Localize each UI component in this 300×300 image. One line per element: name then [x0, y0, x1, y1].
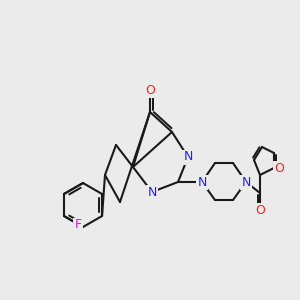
Text: O: O	[274, 161, 284, 175]
Text: O: O	[255, 203, 265, 217]
Text: F: F	[74, 218, 82, 232]
Text: O: O	[145, 83, 155, 97]
Text: N: N	[147, 185, 157, 199]
Text: N: N	[241, 176, 251, 188]
Text: N: N	[197, 176, 207, 188]
Text: N: N	[183, 151, 193, 164]
